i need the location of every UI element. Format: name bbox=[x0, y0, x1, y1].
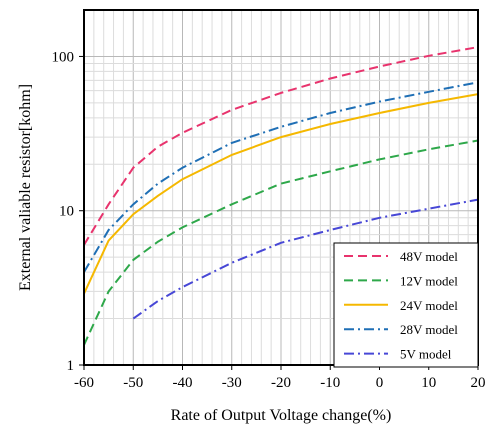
x-tick-label: -30 bbox=[222, 375, 242, 391]
axis-ticks: -60 -50 -40 -30 -20 -10 0 10 20 1 10 100 bbox=[52, 49, 486, 391]
legend-label: 24V model bbox=[400, 298, 458, 313]
series-line-0 bbox=[83, 46, 479, 246]
legend-label: 12V model bbox=[400, 273, 458, 288]
x-tick-label: 20 bbox=[471, 375, 486, 391]
x-tick-label: -40 bbox=[173, 375, 193, 391]
legend-label: 5V model bbox=[400, 347, 452, 362]
series-line-3 bbox=[83, 81, 479, 273]
y-tick-label: 1 bbox=[67, 358, 75, 374]
series-line-4 bbox=[132, 198, 479, 320]
legend: 48V model 12V model 24V model 28V model 5V m… bbox=[333, 242, 479, 368]
x-tick-label: 10 bbox=[421, 375, 436, 391]
series-line-1 bbox=[83, 139, 479, 346]
x-tick-label: -20 bbox=[271, 375, 291, 391]
y-axis-label: External valiable resistor[kohm] bbox=[17, 84, 34, 291]
x-tick-label: -60 bbox=[74, 375, 94, 391]
y-tick-label: 10 bbox=[59, 204, 74, 220]
legend-label: 48V model bbox=[400, 249, 458, 264]
series-layer bbox=[83, 46, 479, 346]
legend-label: 28V model bbox=[400, 322, 458, 337]
x-tick-label: 0 bbox=[376, 375, 384, 391]
x-axis-label: Rate of Output Voltage change(%) bbox=[171, 407, 392, 424]
series-line-2 bbox=[83, 93, 479, 295]
y-tick-label: 100 bbox=[52, 49, 75, 65]
x-tick-label: -10 bbox=[320, 375, 340, 391]
x-tick-label: -50 bbox=[123, 375, 143, 391]
